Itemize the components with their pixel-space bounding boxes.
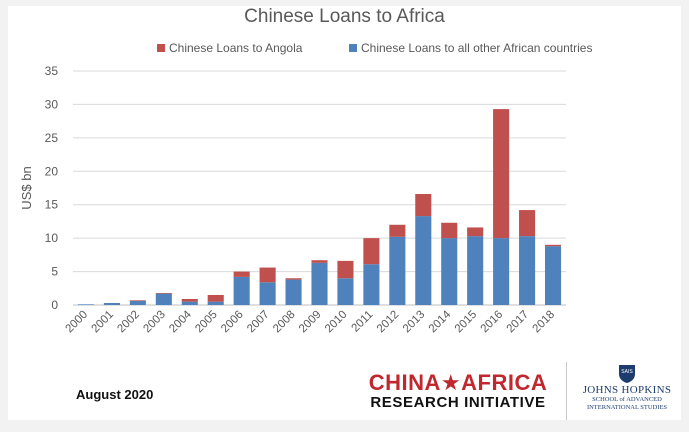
bar-other-africa (467, 236, 484, 305)
bar-other-africa (259, 282, 276, 305)
legend-swatch (157, 44, 165, 52)
x-tick-label: 2003 (141, 309, 168, 336)
bar-other-africa (519, 236, 536, 305)
china-africa-research-initiative-logo: CHINA★AFRICA RESEARCH INITIATIVE (352, 372, 564, 416)
bar-angola (519, 210, 536, 237)
date-label: August 2020 (76, 387, 154, 402)
x-tick-label: 2000 (64, 309, 91, 336)
y-axis-label: US$ bn (19, 166, 34, 209)
sais-shield-icon: SAIS (619, 365, 635, 383)
bar-other-africa (155, 293, 172, 305)
bar-angola (207, 294, 224, 302)
bar-angola (415, 194, 432, 217)
bar-angola (544, 244, 562, 247)
bar-other-africa (181, 301, 198, 305)
bar-other-africa (311, 262, 328, 305)
bar-angola (233, 271, 250, 277)
bar-other-africa (441, 238, 458, 305)
bar-other-africa (389, 236, 406, 305)
bar-other-africa (285, 279, 302, 305)
bar-other-africa (103, 302, 120, 305)
bar-other-africa (207, 301, 224, 305)
x-tick-label: 2010 (323, 309, 350, 336)
bar-angola (155, 292, 172, 294)
legend-label: Chinese Loans to all other African count… (361, 41, 592, 55)
bar-other-africa (129, 300, 146, 305)
x-tick-label: 2015 (453, 309, 480, 336)
bar-angola (129, 300, 146, 301)
x-tick-label: 2012 (375, 309, 402, 336)
x-tick-label: 2014 (427, 308, 454, 335)
bar-angola (259, 267, 276, 283)
bar-angola (493, 109, 510, 239)
y-tick-label: 25 (45, 131, 59, 145)
x-tick-label: 2016 (479, 309, 506, 336)
x-tick-label: 2001 (89, 309, 116, 336)
logo-jhu-line2b: INTERNATIONAL STUDIES (586, 403, 668, 411)
chart-card (8, 6, 681, 420)
bar-angola (311, 260, 328, 263)
chart-title: Chinese Loans to Africa (244, 6, 445, 27)
johns-hopkins-sais-logo: SAIS JOHNS HOPKINS SCHOOL of ADVANCED IN… (566, 362, 687, 420)
y-tick-label: 0 (51, 298, 58, 312)
x-tick-label: 2018 (531, 309, 558, 336)
y-tick-label: 10 (45, 231, 59, 245)
bar-angola (285, 278, 302, 280)
bar-angola (337, 260, 354, 279)
x-tick-label: 2011 (350, 309, 376, 335)
x-tick-label: 2017 (505, 309, 532, 336)
logo-cari-line2: RESEARCH INITIATIVE (370, 394, 546, 411)
x-tick-label: 2005 (193, 309, 220, 336)
bar-other-africa (544, 246, 562, 305)
logo-cari-line1: CHINA★AFRICA (368, 370, 548, 395)
bar-angola (441, 222, 458, 239)
logo-jhu-line1: JOHNS HOPKINS (582, 384, 672, 396)
x-tick-label: 2007 (245, 309, 272, 336)
legend-label: Chinese Loans to Angola (169, 41, 303, 55)
bar-angola (389, 224, 406, 237)
y-tick-label: 5 (51, 265, 58, 279)
bar-other-africa (233, 276, 250, 305)
bar-other-africa (337, 278, 354, 305)
svg-text:SAIS: SAIS (621, 369, 633, 375)
x-tick-label: 2013 (401, 309, 428, 336)
bar-angola (363, 238, 380, 265)
x-tick-label: 2009 (297, 309, 324, 336)
x-tick-label: 2008 (271, 309, 298, 336)
y-tick-label: 30 (45, 97, 59, 111)
y-tick-label: 15 (45, 198, 59, 212)
logo-jhu-line2a: SCHOOL of ADVANCED (592, 396, 662, 403)
bar-angola (467, 227, 484, 237)
y-tick-label: 35 (45, 64, 59, 78)
y-tick-label: 20 (45, 164, 59, 178)
bar-other-africa (363, 264, 380, 305)
legend-swatch (349, 44, 357, 52)
bar-other-africa (493, 238, 510, 305)
bar-angola (181, 298, 198, 302)
x-tick-label: 2004 (167, 308, 194, 335)
x-tick-label: 2006 (219, 309, 246, 336)
bar-other-africa (415, 216, 432, 305)
x-tick-label: 2002 (115, 309, 142, 336)
bar-other-africa (77, 304, 95, 305)
